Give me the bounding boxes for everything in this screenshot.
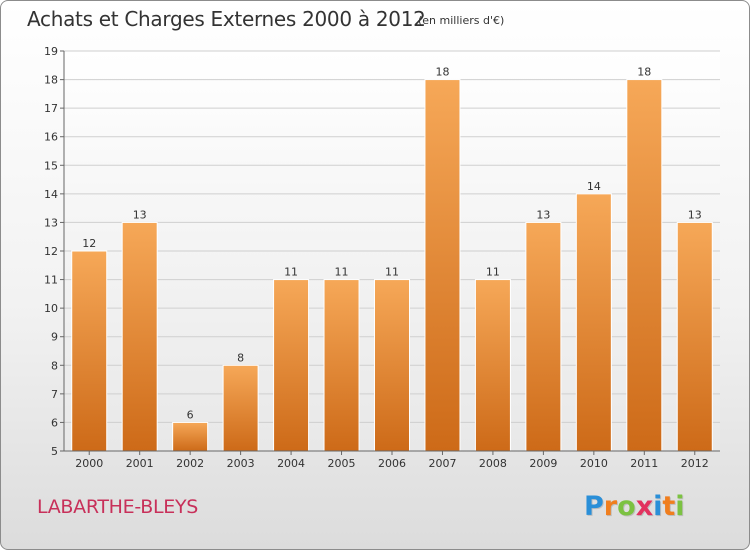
bar[interactable] xyxy=(676,221,713,452)
y-tick-label: 14 xyxy=(44,188,58,201)
y-tick-label: 18 xyxy=(44,74,58,87)
bar[interactable] xyxy=(474,279,511,452)
bar-value-label: 11 xyxy=(486,266,500,279)
bar-value-label: 14 xyxy=(587,180,601,193)
y-tick-label: 11 xyxy=(44,274,58,287)
bar[interactable] xyxy=(121,221,158,452)
x-tick-label: 2007 xyxy=(428,457,456,470)
bar[interactable] xyxy=(626,79,663,452)
x-tick-label: 2012 xyxy=(681,457,709,470)
y-tick-label: 5 xyxy=(51,445,58,458)
logo-letter: i xyxy=(675,491,685,522)
bar[interactable] xyxy=(222,364,259,452)
logo-letter: t xyxy=(662,491,676,522)
y-tick-label: 19 xyxy=(44,45,58,58)
y-tick-label: 6 xyxy=(51,416,58,429)
bar-value-label: 6 xyxy=(187,408,194,421)
bar[interactable] xyxy=(273,279,310,452)
bar[interactable] xyxy=(575,193,612,452)
y-tick-label: 12 xyxy=(44,245,58,258)
bar[interactable] xyxy=(424,79,461,452)
logo-letter: P xyxy=(584,491,604,522)
bar-value-label: 18 xyxy=(637,66,651,79)
commune-name: LABARTHE-BLEYS xyxy=(37,496,199,518)
proxiti-logo[interactable]: Proxiti xyxy=(584,491,685,522)
x-tick-label: 2002 xyxy=(176,457,204,470)
chart-title: Achats et Charges Externes 2000 à 2012 xyxy=(27,7,426,31)
axes: 5 6 7 8 9 10 11 12 13 14 15 16 17 18 19 2000 2001 2002 200… xyxy=(44,45,720,470)
x-tick-label: 2004 xyxy=(277,457,305,470)
bar-value-label: 13 xyxy=(536,208,550,221)
logo-letter: i xyxy=(653,491,663,522)
x-tick-label: 2000 xyxy=(75,457,103,470)
logo-letter: o xyxy=(617,491,636,522)
x-tick-label: 2003 xyxy=(227,457,255,470)
bar-value-label: 8 xyxy=(237,351,244,364)
x-tick-label: 2005 xyxy=(328,457,356,470)
y-tick-label: 15 xyxy=(44,159,58,172)
y-tick-label: 16 xyxy=(44,131,58,144)
logo-letter: x xyxy=(635,491,654,522)
bar-value-label: 11 xyxy=(385,266,399,279)
x-tick-label: 2006 xyxy=(378,457,406,470)
y-tick-label: 7 xyxy=(51,388,58,401)
y-tick-label: 10 xyxy=(44,302,58,315)
y-tick-label: 13 xyxy=(44,216,58,229)
bar-value-label: 11 xyxy=(284,266,298,279)
x-tick-label: 2011 xyxy=(630,457,658,470)
chart-subtitle: (en milliers d'€) xyxy=(418,14,505,27)
bar[interactable] xyxy=(374,279,410,452)
y-tick-label: 17 xyxy=(44,102,58,115)
y-tick-label: 9 xyxy=(51,331,58,344)
x-tick-label: 2008 xyxy=(479,457,507,470)
y-tick-label: 8 xyxy=(51,359,58,372)
bar-value-label: 13 xyxy=(688,208,702,221)
bar-value-label: 13 xyxy=(133,208,147,221)
bar[interactable] xyxy=(172,421,209,452)
bar-value-label: 11 xyxy=(335,266,349,279)
x-tick-label: 2010 xyxy=(580,457,608,470)
bar[interactable] xyxy=(71,250,108,452)
bar-value-label: 18 xyxy=(435,66,449,79)
logo-letter: r xyxy=(603,491,618,522)
bar-value-label: 12 xyxy=(82,237,96,250)
bar[interactable] xyxy=(323,279,360,452)
x-tick-label: 2001 xyxy=(126,457,154,470)
x-tick-label: 2009 xyxy=(529,457,557,470)
bar[interactable] xyxy=(525,221,562,452)
bars: 12 13 6 8 11 11 11 18 11 13 14 18 13 xyxy=(71,66,713,452)
